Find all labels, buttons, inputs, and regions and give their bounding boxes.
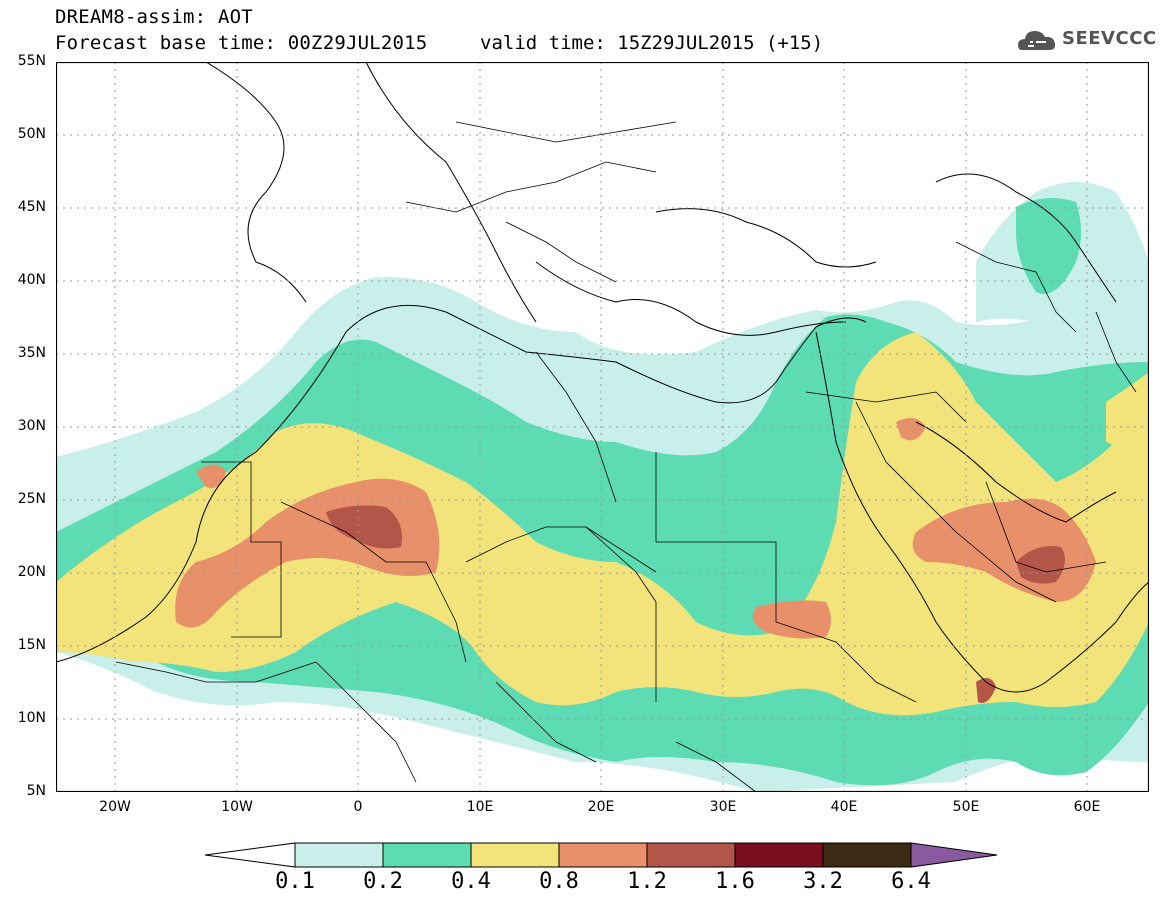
lon-label-0: 0 [353,799,363,815]
colorbar-label-2: 0.4 [451,869,491,894]
borders [115,121,1137,792]
colorbar-label-4: 1.2 [627,869,667,894]
colorbar-low-arrow [205,842,296,868]
colorbar-label-3: 0.8 [539,869,579,894]
lon-label-10e: 10E [466,799,494,815]
lon-label-20e: 20E [587,799,615,815]
valid-time: valid time: 15Z29JUL2015 (+15) [480,32,824,54]
colorbar-swatch-0 [294,842,384,868]
lon-label-40e: 40E [830,799,858,815]
colorbar-label-7: 6.4 [891,869,931,894]
lat-label-5n: 5N [26,783,46,799]
lat-label-15n: 15N [17,637,46,653]
colorbar-swatch-4 [646,842,736,868]
lat-label-30n: 30N [17,418,46,434]
lon-label-20w: 20W [99,799,131,815]
lon-label-60e: 60E [1073,799,1101,815]
lat-label-35n: 35N [17,345,46,361]
title-line-1: DREAM8-assim: AOT [55,6,253,28]
lon-label-50e: 50E [952,799,980,815]
aot-layer-1.2 [326,505,1065,703]
aot-layer-0.4 [56,332,1149,716]
lat-label-10n: 10N [17,710,46,726]
lat-label-20n: 20N [17,564,46,580]
colorbar [205,842,998,868]
lat-label-55n: 55N [17,53,46,69]
grid-lines [56,62,1149,792]
colorbar-label-5: 1.6 [715,869,755,894]
logo-text: SEEVCCC [1062,28,1157,49]
colorbar-swatch-1 [382,842,472,868]
colorbar-swatch-3 [558,842,648,868]
lat-label-45n: 45N [17,199,46,215]
colorbar-label-6: 3.2 [803,869,843,894]
colorbar-swatch-2 [470,842,560,868]
aot-map [56,62,1149,792]
lon-label-10w: 10W [221,799,253,815]
colorbar-swatch-6 [822,842,912,868]
title-line-2: Forecast base time: 00Z29JUL2015 [55,32,428,54]
cloud-logo-icon [1018,31,1056,50]
colorbar-label-0: 0.1 [275,869,315,894]
colorbar-label-1: 0.2 [363,869,403,894]
lat-label-50n: 50N [17,126,46,142]
lat-label-40n: 40N [17,272,46,288]
colorbar-high-arrow [910,842,998,868]
colorbar-swatch-5 [734,842,824,868]
lat-label-25n: 25N [17,491,46,507]
lon-label-30e: 30E [709,799,737,815]
